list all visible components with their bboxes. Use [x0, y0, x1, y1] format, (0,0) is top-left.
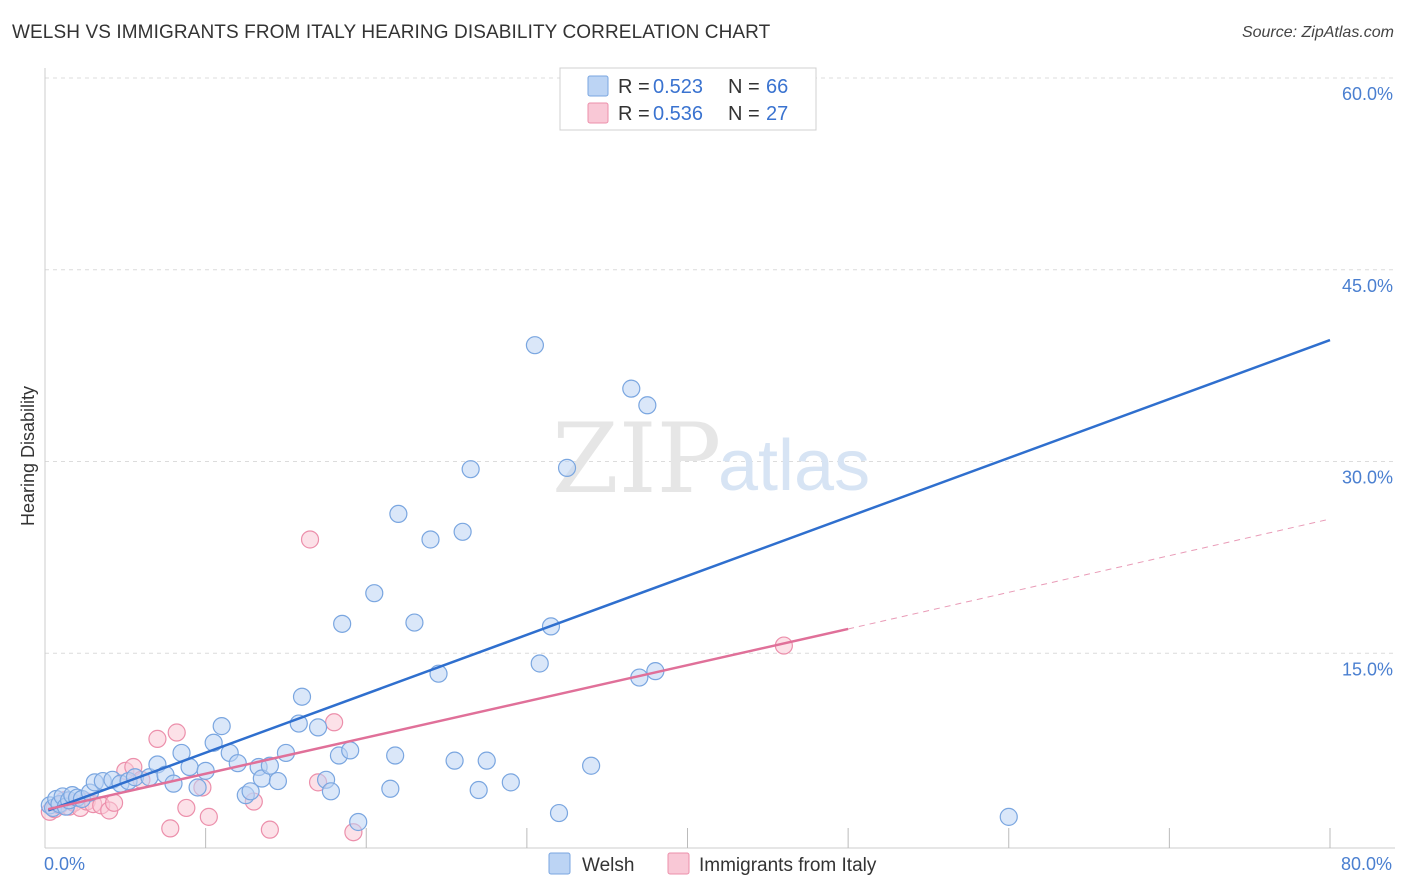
italy-point	[148, 729, 167, 748]
italy-point	[167, 723, 186, 742]
watermark-atlas: atlas	[718, 426, 870, 506]
welsh-points	[40, 336, 1018, 832]
italy-trend-line	[47, 627, 849, 811]
welsh-point	[276, 743, 296, 763]
welsh-point	[365, 584, 384, 603]
welsh-point	[445, 751, 464, 770]
italy-point	[199, 807, 218, 826]
legend-swatch-italy	[587, 102, 609, 124]
welsh-point	[292, 687, 312, 706]
legend: R = 0.523 N = 66 R = 0.536 N = 27	[559, 67, 817, 131]
chart-title: WELSH VS IMMIGRANTS FROM ITALY HEARING D…	[12, 22, 771, 43]
legend-r-label-italy: R =	[618, 103, 655, 125]
welsh-point	[164, 774, 183, 793]
welsh-point	[241, 782, 260, 801]
welsh-point	[421, 530, 440, 549]
welsh-point	[341, 741, 360, 760]
welsh-point	[405, 613, 424, 632]
welsh-point	[461, 460, 480, 479]
bottom-legend-swatch-italy	[667, 852, 690, 875]
welsh-point	[999, 807, 1018, 826]
legend-swatch-welsh	[587, 75, 609, 97]
welsh-point	[386, 746, 405, 765]
welsh-point	[501, 773, 520, 792]
welsh-point	[333, 614, 352, 633]
legend-r-label-welsh: R =	[618, 76, 655, 98]
x-tick-label-min: 0.0%	[44, 854, 85, 874]
bottom-legend-label-welsh: Welsh	[582, 855, 634, 876]
legend-n-value-italy: 27	[766, 103, 788, 125]
y-tick-label: 15.0%	[1342, 659, 1393, 679]
welsh-point	[268, 771, 288, 791]
welsh-point	[349, 812, 368, 832]
y-tick-label: 45.0%	[1342, 276, 1393, 296]
welsh-point	[381, 779, 400, 798]
welsh-point	[212, 717, 231, 736]
source-label: Source: ZipAtlas.com	[1241, 24, 1394, 41]
legend-r-value-italy: 0.536	[653, 103, 703, 125]
welsh-point	[321, 782, 341, 801]
y-axis-label: Hearing Disability	[18, 386, 38, 526]
y-tick-label: 60.0%	[1342, 84, 1393, 104]
bottom-legend-swatch-welsh	[548, 852, 571, 875]
welsh-point	[557, 458, 577, 477]
welsh-point	[389, 504, 408, 524]
x-tick-label-max: 80.0%	[1341, 854, 1392, 874]
welsh-point	[469, 780, 488, 800]
watermark-zip: ZIP	[552, 403, 721, 515]
x-axis-ticks	[205, 828, 1331, 848]
italy-point	[325, 713, 344, 732]
y-tick-label: 30.0%	[1342, 468, 1393, 488]
welsh-point	[549, 803, 569, 823]
legend-n-value-welsh: 66	[766, 76, 788, 98]
trend-lines	[47, 338, 1331, 812]
italy-point	[300, 530, 320, 549]
welsh-point	[477, 751, 496, 770]
y-axis-tick-labels: 15.0% 30.0% 45.0% 60.0%	[1342, 84, 1393, 679]
welsh-point	[308, 718, 328, 737]
welsh-point	[525, 336, 545, 355]
welsh-point	[638, 396, 657, 415]
welsh-point	[582, 756, 601, 775]
legend-n-label-welsh: N =	[728, 76, 765, 98]
welsh-point	[228, 754, 247, 773]
italy-trend-line-extension	[848, 518, 1331, 630]
welsh-point	[530, 654, 549, 673]
welsh-point	[453, 522, 472, 541]
welsh-trend-line	[47, 338, 1331, 812]
bottom-legend-label-italy: Immigrants from Italy	[699, 855, 877, 876]
legend-n-label-italy: N =	[728, 103, 765, 125]
italy-point	[177, 798, 196, 818]
bottom-legend: Welsh Immigrants from Italy	[548, 852, 877, 876]
legend-r-value-welsh: 0.523	[653, 76, 703, 98]
italy-point	[260, 820, 279, 839]
welsh-point	[196, 761, 215, 780]
welsh-point	[622, 379, 641, 398]
welsh-point	[188, 778, 207, 797]
italy-point	[161, 819, 180, 838]
